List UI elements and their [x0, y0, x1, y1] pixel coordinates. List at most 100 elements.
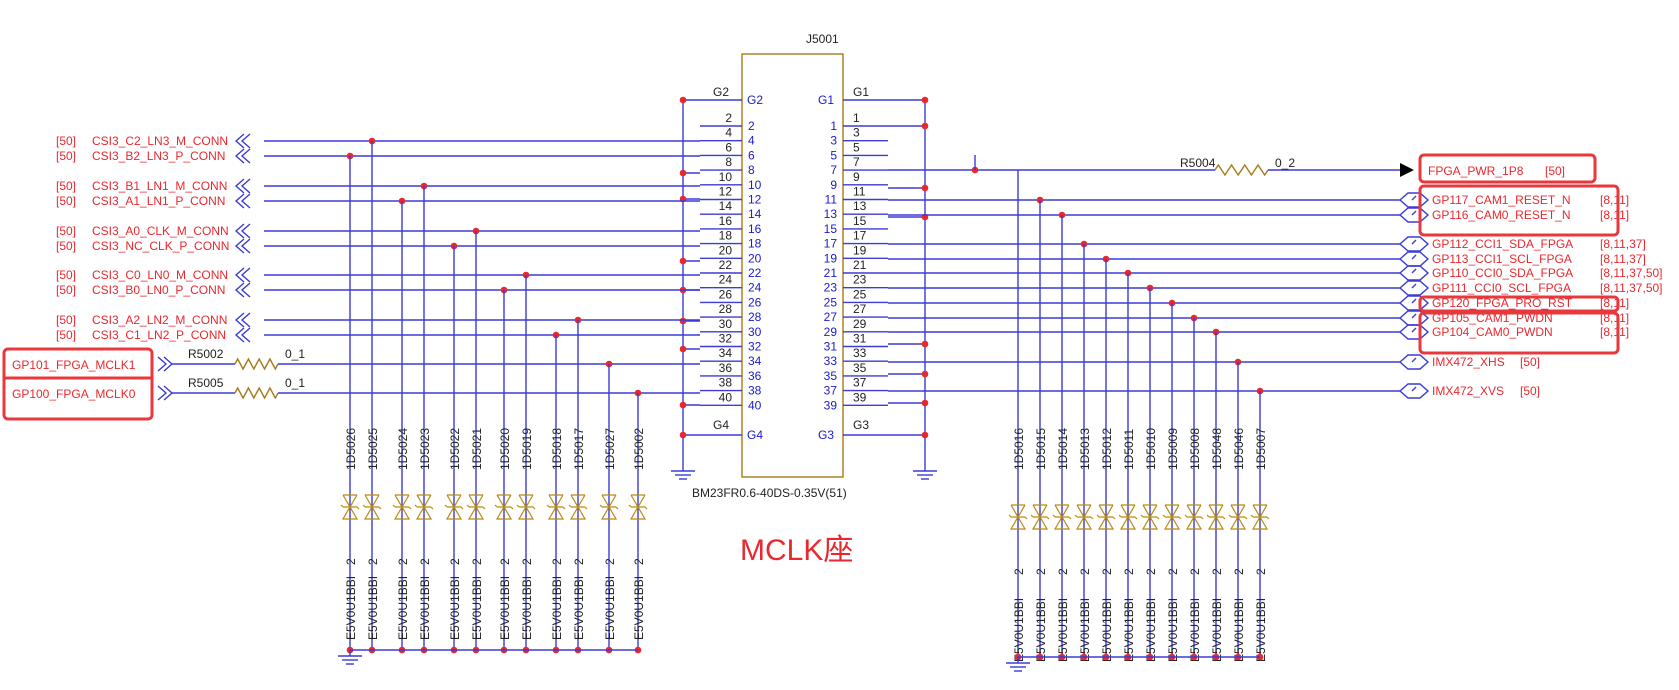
pin-label-right-9: 9	[830, 178, 837, 192]
left-diode-symbol-3	[414, 494, 434, 520]
left-diode-part-1: E5V0U1BBI	[366, 576, 380, 640]
right-diode-pin-6: 2	[1144, 568, 1158, 575]
right-net-connector-1	[1398, 192, 1430, 208]
ground-pin-g2-net: G2	[713, 85, 729, 99]
left-diode-symbol-11	[628, 494, 648, 520]
right-net-connector-5	[1398, 265, 1430, 281]
right-net-ref-5: [8,11,37,50]	[1600, 266, 1663, 280]
right-diode-part-0: E5V0U1BBI	[1012, 598, 1026, 662]
right-diode-symbol-6	[1140, 504, 1160, 530]
pin-number-right-7: 7	[853, 155, 860, 169]
right-diode-ref-10: 1D5046	[1232, 428, 1246, 470]
pin-number-right-31: 31	[853, 332, 867, 346]
left-diode-pin-7: 2	[520, 558, 534, 565]
pin-label-right-17: 17	[824, 237, 838, 251]
right-net-label-4: GP113_CCI1_SCL_FPGA	[1432, 252, 1572, 266]
right-net-ref-2: [8,11]	[1600, 208, 1629, 222]
right-net-ref-1: [8,11]	[1600, 193, 1629, 207]
left-ground-dot-6	[679, 345, 687, 353]
left-diode-symbol-7	[516, 494, 536, 520]
pin-label-right-13: 13	[824, 207, 838, 221]
left-diode-part-10: E5V0U1BBI	[603, 576, 617, 640]
right-diode-symbol-2	[1052, 504, 1072, 530]
pin-number-left-16: 16	[719, 214, 733, 228]
pin-label-left-40: 40	[748, 398, 762, 412]
pin-number-left-26: 26	[719, 287, 733, 301]
left-diode-ref-7: 1D5019	[520, 428, 534, 470]
left-net-connector-6	[234, 267, 251, 283]
left-ground-dot-3	[679, 257, 687, 265]
pin-label-left-14: 14	[748, 207, 762, 221]
right-net-ref-10: [50]	[1520, 355, 1540, 369]
left-diode-pin-6: 2	[498, 558, 512, 565]
pin-number-left-18: 18	[719, 229, 733, 243]
left-net-ref-8: [50]	[56, 313, 76, 327]
left-diode-symbol-2	[392, 494, 412, 520]
pin-label-right-25: 25	[824, 295, 838, 309]
mclk-connector-1	[157, 385, 174, 401]
pin-label-right-33: 33	[824, 354, 838, 368]
right-diode-pin-1: 2	[1034, 568, 1048, 575]
connector-ref: J5001	[806, 32, 839, 46]
right-ground-dot-7	[921, 431, 929, 439]
pin-label-left-16: 16	[748, 222, 762, 236]
pin-number-right-11: 11	[853, 185, 866, 199]
right-net-label-6: GP111_CCI0_SCL_FPGA	[1432, 281, 1571, 295]
left-net-connector-8	[234, 312, 251, 328]
right-net-label-2: GP116_CAM0_RESET_N	[1432, 208, 1571, 222]
diagram-caption: MCLK座	[740, 534, 853, 567]
pin-number-left-32: 32	[719, 332, 733, 346]
left-diode-part-8: E5V0U1BBI	[550, 576, 564, 640]
right-net-connector-6	[1398, 280, 1430, 296]
pin-label-left-18: 18	[748, 237, 762, 251]
pin-number-right-21: 21	[853, 258, 867, 272]
right-net-label-5: GP110_CCI0_SDA_FPGA	[1432, 266, 1573, 280]
left-net-connector-0	[234, 133, 251, 149]
pin-number-right-1: 1	[853, 111, 860, 125]
pin-label-left-8: 8	[748, 163, 755, 177]
left-net-label-2: CSI3_B1_LN1_M_CONN	[92, 179, 227, 193]
right-net-label-0: FPGA_PWR_1P8	[1428, 164, 1524, 178]
pwr-arrow	[1400, 163, 1414, 177]
left-net-ref-3: [50]	[56, 194, 76, 208]
left-ground-dot-0	[679, 96, 687, 104]
pin-label-left-6: 6	[748, 148, 755, 162]
pin-label-right-23: 23	[824, 281, 838, 295]
pwr-res-ref: R5004	[1180, 156, 1216, 170]
right-diode-part-9: E5V0U1BBI	[1210, 598, 1224, 662]
pin-label-right-19: 19	[824, 251, 838, 265]
pin-number-left-24: 24	[719, 273, 733, 287]
ground-pin-g1: G1	[818, 93, 834, 107]
left-diode-part-6: E5V0U1BBI	[498, 576, 512, 640]
right-diode-ref-3: 1D5013	[1078, 428, 1092, 470]
left-diode-part-4: E5V0U1BBI	[448, 576, 462, 640]
right-diode-part-6: E5V0U1BBI	[1144, 598, 1158, 662]
left-ground-dot-1	[679, 169, 687, 177]
left-net-label-7: CSI3_B0_LN0_P_CONN	[92, 283, 225, 297]
left-diode-pin-2: 2	[396, 558, 410, 565]
left-net-ref-7: [50]	[56, 283, 76, 297]
pin-number-left-40: 40	[719, 390, 733, 404]
pin-number-right-3: 3	[853, 126, 860, 140]
pin-label-right-35: 35	[824, 369, 838, 383]
reset-highlight-box	[1418, 184, 1620, 237]
right-net-connector-2	[1398, 207, 1430, 223]
left-net-connector-4	[234, 223, 251, 239]
right-diode-ref-4: 1D5012	[1100, 428, 1114, 470]
ground-pin-g4-net: G4	[713, 418, 729, 432]
ground-pin-g1-net: G1	[853, 85, 869, 99]
left-ground-dot-8	[679, 431, 687, 439]
left-diode-part-9: E5V0U1BBI	[572, 576, 586, 640]
left-net-ref-9: [50]	[56, 328, 76, 342]
right-diode-part-2: E5V0U1BBI	[1056, 598, 1070, 662]
right-ground-dot-1	[921, 122, 929, 130]
pin-number-left-34: 34	[719, 346, 733, 360]
right-ground-dot-6	[921, 399, 929, 407]
left-diode-part-11: E5V0U1BBI	[632, 576, 646, 640]
ground-pin-g2: G2	[747, 93, 763, 107]
left-net-connector-1	[234, 148, 251, 164]
mclk-highlight-box	[2, 347, 154, 421]
right-net-ref-7: [8,11]	[1600, 296, 1629, 310]
right-net-connector-10	[1398, 354, 1430, 370]
